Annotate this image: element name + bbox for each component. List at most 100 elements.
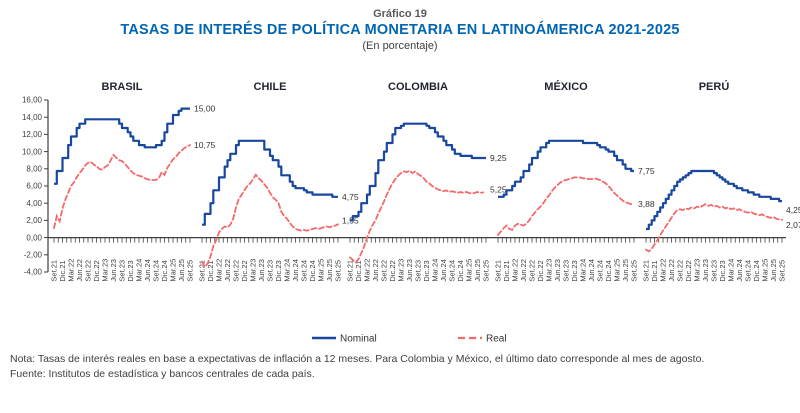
panel-title-brasil: BRASIL [102, 81, 143, 93]
x-tick-label: Dic.21 [354, 260, 363, 281]
panel-title-méxico: MÉXICO [544, 80, 588, 93]
x-tick-label: Mar.22 [659, 259, 668, 282]
end-label-real-perú: 2,07 [786, 220, 800, 230]
x-tick-label: Mar.24 [431, 259, 440, 282]
page-title: TASAS DE INTERÉS DE POLÍTICA MONETARIA E… [120, 22, 680, 38]
nominal-line-brasil [54, 107, 190, 185]
x-tick-label: Jun.24 [291, 259, 300, 282]
x-tick-label: Dic.22 [536, 260, 545, 281]
x-tick-label: Set.24 [744, 260, 753, 282]
y-tick-label: 14,00 [22, 113, 43, 122]
end-label-real-brasil: 10,75 [194, 140, 216, 150]
x-tick-label: Mar.23 [101, 259, 110, 282]
x-tick-label: Set.21 [494, 260, 503, 282]
y-tick-label: 10,00 [22, 147, 43, 156]
x-tick-label: Set.22 [84, 260, 93, 282]
end-label-nominal-perú: 4,25 [786, 205, 800, 215]
real-line-colombia [349, 169, 485, 264]
x-tick-label: Set.24 [152, 260, 161, 282]
x-tick-label: Mar.24 [135, 259, 144, 282]
x-tick-label: Jun.23 [553, 259, 562, 282]
end-label-real-colombia: 5,25 [490, 184, 507, 194]
nominal-line-colombia [350, 122, 486, 222]
x-tick-label: Set.24 [596, 260, 605, 282]
y-tick-label: 4,00 [26, 199, 42, 208]
x-tick-label: Dic.21 [502, 260, 511, 281]
x-tick-label: Jun.25 [473, 259, 482, 282]
x-tick-label: Jun.24 [735, 259, 744, 282]
x-tick-label: Mar.23 [249, 259, 258, 282]
real-line-brasil [53, 144, 191, 229]
end-label-nominal-brasil: 15,00 [194, 104, 216, 114]
x-tick-label: Set.21 [346, 260, 355, 282]
x-tick-label: Set.25 [482, 260, 491, 282]
x-tick-label: Jun.22 [223, 259, 232, 282]
x-tick-label: Dic.21 [650, 260, 659, 281]
y-tick-label: 16,00 [22, 96, 43, 105]
x-tick-label: Dic.22 [388, 260, 397, 281]
real-line-chile [201, 173, 339, 269]
legend-label-real: Real [486, 334, 507, 345]
nominal-line-méxico [498, 139, 634, 198]
y-tick-label: 0,00 [26, 233, 42, 242]
x-tick-label: Set.23 [562, 260, 571, 282]
nominal-line-perú [646, 169, 782, 231]
x-tick-label: Mar.24 [727, 259, 736, 282]
real-line-méxico [497, 176, 633, 236]
panel-title-chile: CHILE [254, 81, 287, 93]
x-tick-label: Set.22 [380, 260, 389, 282]
end-label-nominal-colombia: 9,25 [490, 153, 507, 163]
legend-label-nominal: Nominal [340, 334, 377, 345]
x-tick-label: Mar.23 [545, 259, 554, 282]
x-tick-label: Dic.21 [206, 260, 215, 281]
x-tick-label: Set.21 [50, 260, 59, 282]
x-tick-label: Set.25 [778, 260, 787, 282]
x-tick-label: Mar.25 [169, 259, 178, 282]
end-label-nominal-chile: 4,75 [342, 192, 359, 202]
x-tick-label: Mar.24 [579, 259, 588, 282]
x-tick-label: Set.23 [266, 260, 275, 282]
chart-subtitle: (En porcentaje) [362, 40, 438, 52]
rates-line-chart: 16,00 14,00 12,00 10,00 8,00 6,00 4,00 2,00 0,00… [22, 80, 800, 345]
x-tick-label: Dic.22 [92, 260, 101, 281]
x-tick-label: Set.22 [528, 260, 537, 282]
x-tick-label: Jun.22 [667, 259, 676, 282]
x-tick-label: Set.23 [710, 260, 719, 282]
x-tick-label: Dic.24 [752, 260, 761, 281]
x-tick-label: Mar.22 [511, 259, 520, 282]
x-tick-label: Mar.23 [693, 259, 702, 282]
x-tick-label: Dic.24 [308, 260, 317, 281]
chart-header: Gráfico 19 TASAS DE INTERÉS DE POLÍTICA … [0, 0, 800, 52]
x-tick-label: Set.24 [448, 260, 457, 282]
y-tick-label: 12,00 [22, 130, 43, 139]
x-tick-label: Jun.24 [439, 259, 448, 282]
x-tick-label: Jun.23 [701, 259, 710, 282]
x-tick-label: Dic.24 [604, 260, 613, 281]
x-tick-label: Mar.25 [317, 259, 326, 282]
x-tick-label: Jun.25 [177, 259, 186, 282]
x-tick-label: Mar.22 [363, 259, 372, 282]
x-tick-label: Jun.23 [257, 259, 266, 282]
end-label-nominal-méxico: 7,75 [638, 166, 655, 176]
x-tick-label: Jun.25 [621, 259, 630, 282]
x-tick-label: Set.21 [642, 260, 651, 282]
x-tick-label: Set.25 [630, 260, 639, 282]
footnote-note: Nota: Tasas de interés reales en base a … [10, 353, 705, 365]
x-tick-label: Set.22 [232, 260, 241, 282]
panel-title-perú: PERÚ [699, 80, 730, 93]
x-tick-label: Set.25 [334, 260, 343, 282]
x-tick-label: Dic.24 [456, 260, 465, 281]
figure-number: Gráfico 19 [373, 8, 427, 20]
x-tick-label: Jun.22 [75, 259, 84, 282]
y-tick-label: 6,00 [26, 182, 42, 191]
x-tick-label: Set.25 [186, 260, 195, 282]
x-tick-label: Jun.24 [587, 259, 596, 282]
x-tick-label: Dic.23 [126, 260, 135, 281]
x-tick-label: Dic.21 [58, 260, 67, 281]
x-tick-label: Set.23 [118, 260, 127, 282]
x-tick-label: Set.23 [414, 260, 423, 282]
x-tick-label: Jun.23 [405, 259, 414, 282]
x-tick-label: Mar.25 [761, 259, 770, 282]
x-tick-label: Mar.23 [397, 259, 406, 282]
panel-title-colombia: COLOMBIA [388, 81, 448, 93]
